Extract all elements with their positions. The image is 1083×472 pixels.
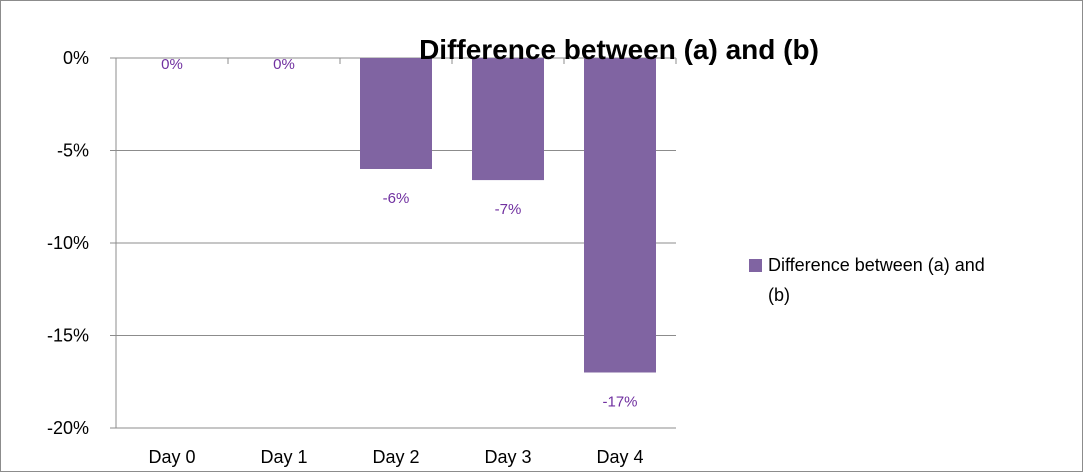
data-label: -17% <box>602 394 637 411</box>
y-tick-label: -5% <box>57 141 89 161</box>
y-tick-label: 0% <box>63 48 89 68</box>
bar <box>584 58 656 373</box>
x-tick-label: Day 4 <box>596 447 643 467</box>
x-tick-label: Day 1 <box>260 447 307 467</box>
data-label: 0% <box>273 56 295 73</box>
chart-title: Difference between (a) and (b) <box>419 34 819 65</box>
data-label: 0% <box>161 56 183 73</box>
bar <box>472 58 544 181</box>
y-tick-label: -10% <box>47 233 89 253</box>
y-tick-label: -15% <box>47 326 89 346</box>
legend-label-line-2: (b) <box>768 285 790 305</box>
x-tick-labels: Day 0 Day 1 Day 2 Day 3 Day 4 <box>148 447 643 467</box>
data-labels: 0% 0% -6% -7% -17% <box>161 56 637 411</box>
legend-label-line-1: Difference between (a) and <box>768 255 985 275</box>
bar <box>360 58 432 169</box>
legend: Difference between (a) and (b) <box>749 255 985 305</box>
legend-swatch <box>749 259 762 272</box>
bars <box>360 58 656 373</box>
y-tick-label: -20% <box>47 418 89 438</box>
x-tick-label: Day 2 <box>372 447 419 467</box>
x-tick-label: Day 3 <box>484 447 531 467</box>
data-label: -7% <box>495 201 522 218</box>
y-tick-labels: 0% -5% -10% -15% -20% <box>47 48 89 438</box>
x-tick-label: Day 0 <box>148 447 195 467</box>
data-label: -6% <box>383 190 410 207</box>
